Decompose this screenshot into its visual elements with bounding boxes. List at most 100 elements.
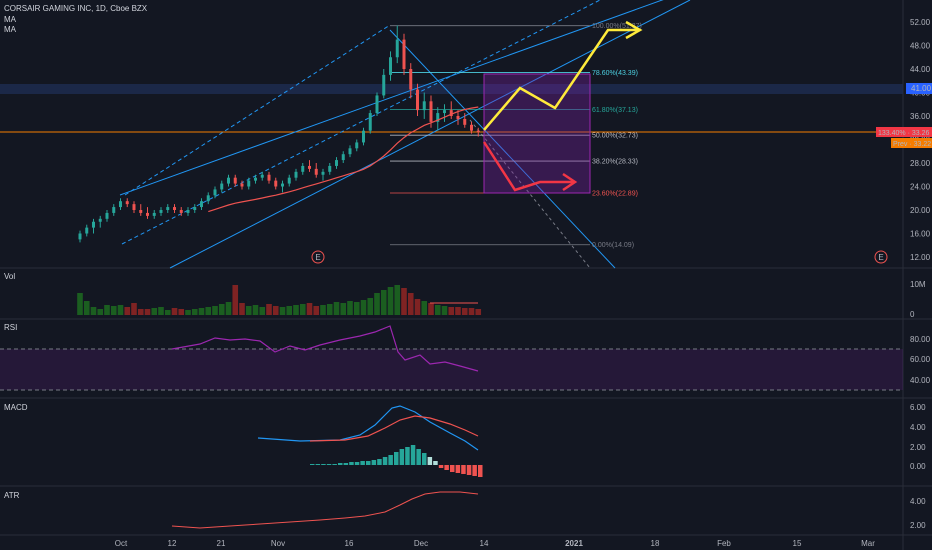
volume-bar (313, 306, 320, 315)
fib-level-label: 38.20%(28.33) (592, 159, 638, 166)
volume-bar (401, 288, 407, 315)
candle-body (78, 233, 82, 240)
candle-body (213, 189, 217, 196)
candle-body (281, 183, 284, 187)
price-tick: 44.00 (910, 65, 931, 74)
macd-histogram-bar (382, 457, 388, 465)
candle-body (85, 227, 89, 234)
volume-bar (124, 307, 131, 315)
fib-level-label: 23.60%(22.89) (592, 191, 638, 198)
volume-bar (245, 306, 252, 315)
volume-bar (286, 306, 293, 315)
time-tick: 14 (480, 539, 489, 548)
macd-histogram-bar (416, 449, 421, 465)
ma-indicator-1[interactable]: MA (4, 15, 17, 24)
price-tick: 20.00 (910, 206, 931, 215)
volume-bar (461, 308, 468, 315)
candle-body (287, 177, 291, 184)
candle-body (200, 201, 203, 208)
volume-bar (77, 293, 83, 315)
macd-histogram-bar (399, 449, 405, 465)
svg-text:E: E (315, 253, 320, 262)
macd-histogram-bar (444, 465, 449, 470)
candle-body (132, 204, 136, 210)
candle-body (139, 210, 143, 213)
fib-retracement[interactable]: 100.00%(51.37) 78.60%(43.39) 61.80%(37.13)… (390, 23, 642, 249)
candle-body (125, 201, 129, 205)
candle-body (382, 74, 386, 96)
time-tick: Feb (717, 539, 731, 548)
macd-histogram-bar (310, 464, 315, 465)
volume-bar (360, 300, 367, 315)
volume-bar (293, 305, 299, 315)
candle-body (341, 154, 345, 161)
candle-body (355, 142, 359, 149)
volume-bar (212, 306, 218, 315)
volume-bar (455, 307, 461, 315)
fib-level-label: 100.00%(51.37) (592, 23, 642, 30)
candle-body (463, 118, 467, 125)
earnings-marker[interactable]: E (874, 250, 888, 264)
macd-histogram-bar (360, 461, 365, 465)
earnings-marker[interactable]: E (311, 250, 325, 264)
candle-body (449, 110, 453, 116)
fib-level-label: 50.00%(32.73) (592, 133, 638, 140)
volume-bar (347, 301, 353, 315)
candle-body (92, 221, 95, 228)
volume-bar (232, 285, 239, 315)
candle-body (389, 57, 392, 75)
candle-body (395, 39, 399, 58)
volume-bar (185, 310, 191, 315)
volume-bar (151, 308, 158, 315)
candle-body (233, 177, 237, 184)
volume-bar (90, 307, 97, 315)
candle-body (443, 110, 446, 114)
volume-bar (104, 305, 110, 315)
candle-body (240, 183, 244, 187)
macd-histogram-bar (366, 461, 371, 465)
rsi-line (171, 325, 479, 372)
price-tick: 16.00 (910, 230, 931, 239)
time-tick: Nov (271, 539, 285, 548)
macd-histogram-bar (338, 463, 343, 465)
macd-tick: 2.00 (910, 443, 926, 452)
macd-histogram-bar (332, 464, 337, 465)
vol-tick: 0 (910, 310, 915, 319)
time-tick: Dec (414, 539, 428, 548)
candle-body (328, 165, 332, 172)
descending-trendline-dashed (469, 119, 591, 269)
svg-text:133.40% · 33.26: 133.40% · 33.26 (878, 130, 929, 137)
candle-body (98, 218, 102, 222)
projection-box[interactable] (483, 73, 591, 194)
ma-indicator-2[interactable]: MA (4, 25, 17, 34)
time-axis[interactable]: Oct 12 21 Nov 16 Dec 14 2021 18 Feb 15 Mar (115, 539, 875, 548)
volume-bar (320, 305, 326, 315)
volume-bar (83, 301, 90, 315)
price-tick: 24.00 (910, 183, 931, 192)
candle-body (146, 212, 149, 216)
volume-bar (448, 307, 455, 315)
macd-histogram-bar (472, 465, 477, 476)
candle-body (159, 210, 163, 213)
crosshair-price-label: 41.00 (906, 83, 932, 94)
macd-signal-line (309, 415, 479, 442)
volume-bar (164, 310, 171, 315)
atr-tick: 2.00 (910, 521, 926, 530)
volume-bar (279, 307, 286, 315)
fib-level-label: 61.80%(37.13) (592, 107, 638, 114)
macd-histogram-bar (315, 464, 321, 465)
volume-bar (441, 306, 448, 315)
volume-bar (475, 309, 482, 315)
candle-body (166, 207, 170, 210)
candle-body (402, 39, 406, 69)
parallel-channel (119, 0, 691, 269)
macd-histogram-bar (461, 465, 466, 474)
candle-body (409, 69, 413, 90)
candle-body (267, 174, 271, 181)
macd-histogram-bar (349, 462, 354, 465)
volume-bar (110, 306, 117, 315)
price-tick: 36.00 (910, 112, 931, 121)
macd-histogram-bar (410, 445, 416, 465)
